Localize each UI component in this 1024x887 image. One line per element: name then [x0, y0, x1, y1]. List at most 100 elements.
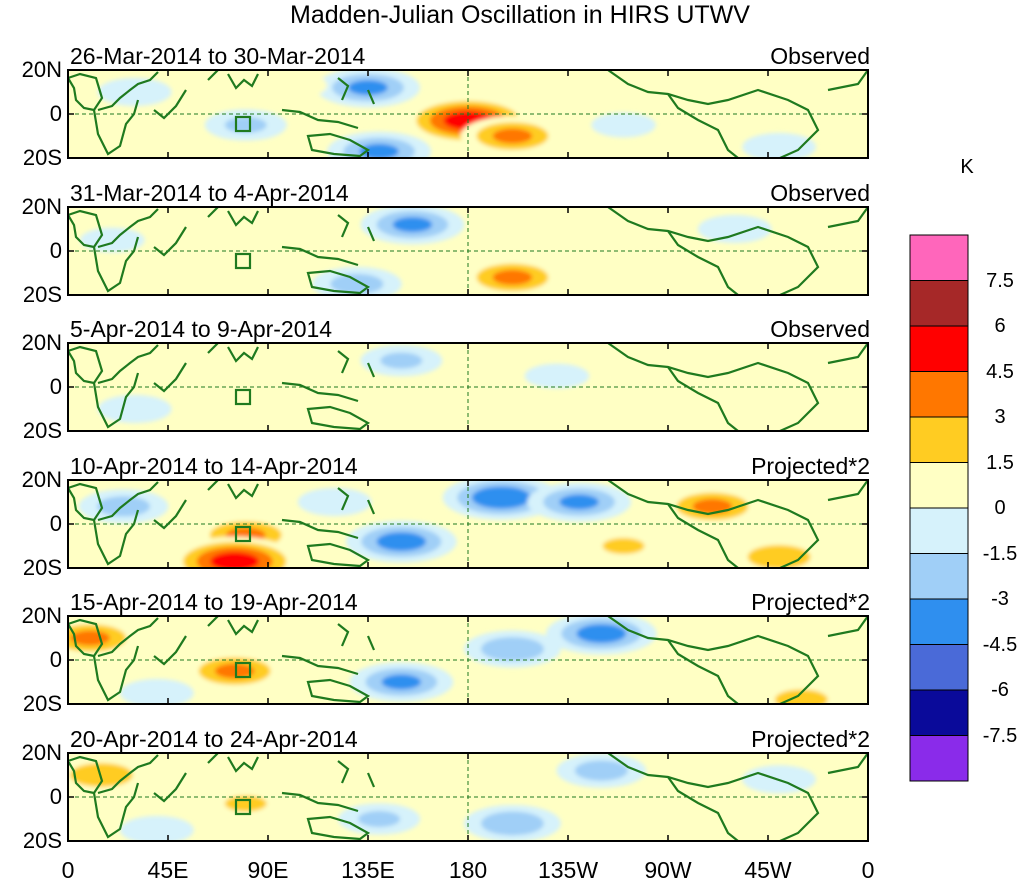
anomaly-contour	[381, 674, 422, 690]
lon-label: 45W	[744, 857, 792, 883]
colorbar-swatch	[909, 598, 969, 645]
lat-label: 20N	[21, 330, 62, 355]
panel-date-range: 5-Apr-2014 to 9-Apr-2014	[70, 316, 333, 342]
lat-label: 20N	[21, 467, 62, 492]
anomaly-contour	[431, 390, 505, 419]
lat-label: 20S	[22, 418, 62, 443]
anomaly-contour	[224, 795, 267, 812]
anomaly-contour	[653, 793, 728, 823]
map-panel-3	[67, 342, 869, 432]
colorbar-swatch	[909, 280, 969, 327]
colorbar-swatch	[909, 416, 969, 463]
anomaly-contour	[492, 269, 533, 285]
lon-label: 90E	[247, 857, 289, 883]
anomaly-contour	[697, 214, 772, 244]
colorbar-label: 3	[994, 406, 1006, 428]
anomaly-contour	[376, 532, 427, 551]
anomaly-contour	[97, 77, 172, 107]
lat-label: 0	[49, 374, 62, 399]
lon-label: 135W	[537, 857, 599, 883]
anomaly-contour	[591, 112, 656, 138]
colorbar-swatch	[909, 735, 969, 782]
map-panel-6	[67, 752, 869, 842]
panel-date-range: 31-Mar-2014 to 4-Apr-2014	[70, 180, 349, 206]
anomaly-contour	[275, 623, 350, 653]
colorbar-swatch	[909, 462, 969, 509]
panel-date-range: 26-Mar-2014 to 30-Mar-2014	[70, 43, 366, 69]
lat-label: 0	[49, 647, 62, 672]
colorbar-swatch	[909, 325, 969, 372]
colorbar-swatch	[909, 644, 969, 691]
anomaly-contour	[80, 227, 145, 253]
map-panel-4	[67, 479, 869, 569]
panel-date-range: 10-Apr-2014 to 14-Apr-2014	[70, 453, 358, 479]
anomaly-contour	[210, 552, 260, 568]
anomaly-contour	[348, 80, 388, 96]
anomaly-contour	[297, 487, 372, 517]
colorbar-swatch	[909, 234, 969, 281]
panel-kind: Projected*2	[751, 589, 870, 615]
colorbar-label: 4.5	[986, 360, 1014, 383]
anomaly-contour	[120, 678, 194, 704]
lat-label: 20S	[22, 145, 62, 170]
anomaly-contour	[275, 210, 350, 239]
map-panel-1	[67, 69, 869, 159]
anomaly-contour	[164, 258, 239, 288]
panel-kind: Projected*2	[751, 453, 870, 479]
colorbar-label: -4.5	[982, 633, 1018, 656]
lon-label: 90W	[644, 857, 692, 883]
colorbar-swatch	[909, 371, 969, 418]
panel-kind: Projected*2	[751, 726, 870, 752]
anomaly-contour	[392, 217, 433, 233]
anomaly-contour	[359, 143, 399, 158]
anomaly-contour	[613, 243, 679, 268]
colorbar-label: -6	[991, 679, 1009, 701]
anomaly-contour	[542, 394, 616, 424]
map-panel-5	[67, 615, 869, 705]
anomaly-contour	[97, 394, 172, 424]
anomaly-contour	[253, 71, 328, 100]
lat-label: 0	[49, 511, 62, 536]
panel-kind: Observed	[770, 316, 870, 342]
colorbar-label: -7.5	[982, 724, 1018, 747]
panel-date-range: 15-Apr-2014 to 19-Apr-2014	[70, 589, 358, 615]
colorbar-label: -3	[991, 588, 1009, 610]
colorbar-swatch	[909, 689, 969, 736]
colorbar-label: -1.5	[982, 542, 1018, 565]
lat-label: 20N	[21, 740, 62, 765]
anomaly-contour	[471, 486, 531, 509]
colorbar-label: 7.5	[986, 269, 1014, 292]
figure-title: Madden-Julian Oscillation in HIRS UTWV	[290, 1, 750, 29]
anomaly-contour	[492, 128, 533, 144]
lon-label: 135E	[341, 857, 395, 883]
colorbar-swatch	[909, 553, 969, 600]
lat-label: 20S	[22, 828, 62, 853]
anomaly-contour	[786, 269, 861, 295]
lat-label: 20S	[22, 691, 62, 716]
lat-label: 20S	[22, 282, 62, 307]
anomaly-contour	[602, 537, 645, 555]
anomaly-contour	[802, 112, 867, 138]
anomaly-contour	[330, 273, 384, 295]
anomaly-contour	[214, 663, 255, 679]
panel-date-range: 20-Apr-2014 to 24-Apr-2014	[70, 726, 358, 752]
anomaly-contour	[574, 760, 628, 781]
panel-kind: Observed	[770, 43, 870, 69]
colorbar-label: 1.5	[986, 451, 1014, 474]
lat-label: 20N	[21, 603, 62, 628]
anomaly-contour	[657, 75, 723, 100]
panel-kind: Observed	[770, 180, 870, 206]
lat-label: 0	[49, 101, 62, 126]
map-panel-2	[67, 206, 869, 296]
lon-label: 0	[861, 857, 875, 883]
colorbar-label: 0	[994, 497, 1006, 519]
lat-label: 20N	[21, 194, 62, 219]
anomaly-contour	[120, 815, 194, 841]
lat-label: 0	[49, 784, 62, 809]
lat-label: 20S	[22, 555, 62, 580]
lat-label: 0	[49, 238, 62, 263]
anomaly-contour	[358, 810, 401, 828]
anomaly-contour	[524, 363, 590, 389]
anomaly-contour	[576, 624, 627, 643]
